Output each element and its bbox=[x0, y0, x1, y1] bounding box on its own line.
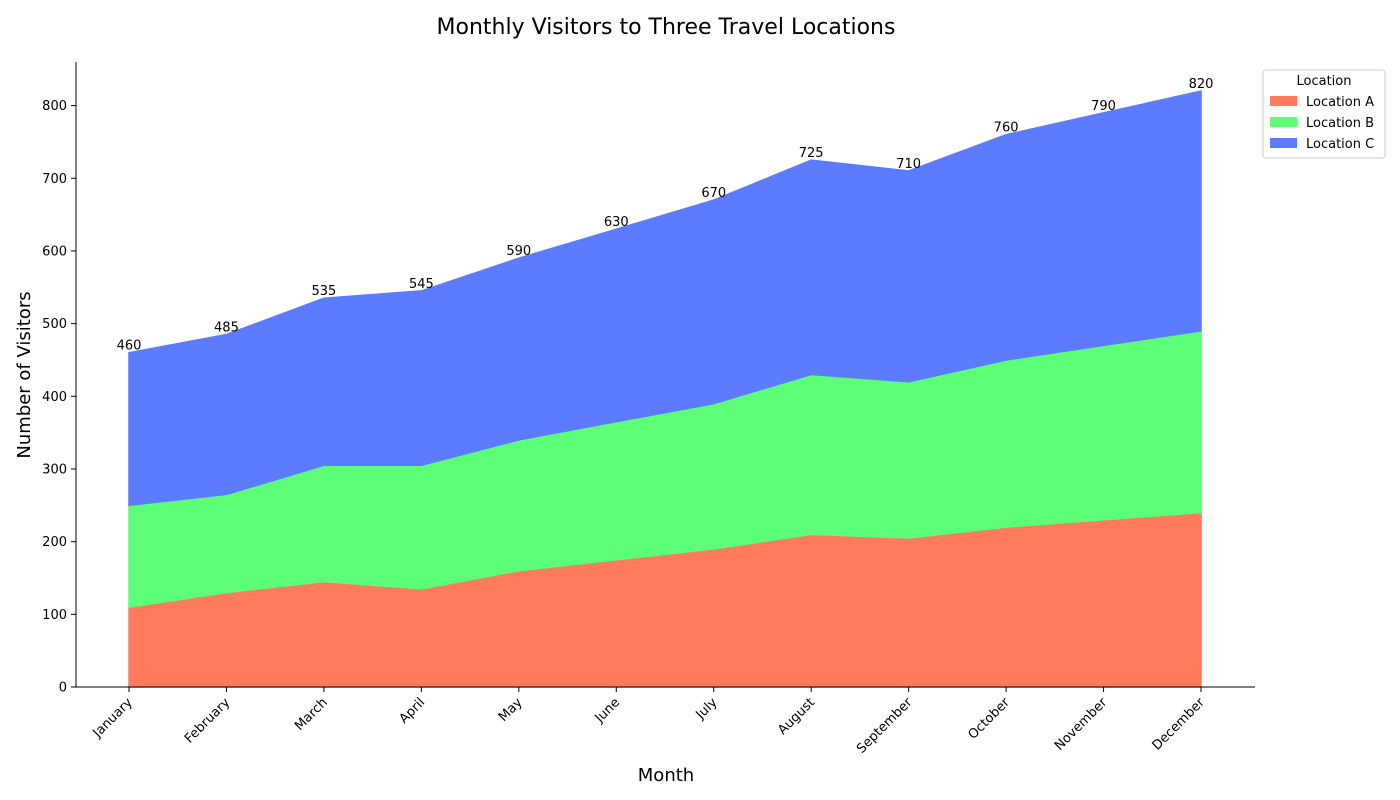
y-tick-label: 500 bbox=[42, 317, 67, 332]
total-label: 485 bbox=[214, 321, 239, 336]
x-tick-label: June bbox=[592, 695, 623, 726]
y-ticks: 0 100 200 300 400 500 600 700 800 bbox=[42, 99, 76, 696]
total-label: 670 bbox=[701, 186, 726, 201]
x-tick-label: March bbox=[292, 695, 331, 734]
chart-title: Monthly Visitors to Three Travel Locatio… bbox=[437, 15, 896, 40]
y-tick-label: 800 bbox=[42, 99, 67, 114]
x-tick-label: February bbox=[182, 695, 234, 747]
x-tick-label: January bbox=[90, 695, 136, 741]
x-tick-label: October bbox=[966, 695, 1014, 743]
legend: Location Location A Location B Location C bbox=[1262, 69, 1386, 159]
legend-items: Location A Location B Location C bbox=[1270, 95, 1374, 152]
x-tick-label: April bbox=[397, 695, 429, 727]
area-layers bbox=[128, 90, 1202, 688]
area-series-location-c bbox=[128, 90, 1202, 507]
total-label: 590 bbox=[506, 244, 531, 259]
x-tick-label: August bbox=[775, 695, 818, 738]
x-tick-label: July bbox=[693, 695, 721, 723]
total-label: 725 bbox=[799, 146, 824, 161]
y-tick-label: 0 bbox=[59, 681, 67, 696]
legend-swatch bbox=[1270, 138, 1297, 148]
legend-label: Location A bbox=[1306, 95, 1374, 110]
total-labels: 460 485 535 545 590 630 670 725 710 760 790 820 bbox=[117, 77, 1214, 354]
legend-swatch bbox=[1270, 117, 1297, 127]
total-label: 630 bbox=[604, 215, 629, 230]
x-axis-label: Month bbox=[638, 765, 694, 786]
total-label: 460 bbox=[117, 339, 142, 354]
y-tick-label: 100 bbox=[42, 608, 67, 623]
x-tick-label: May bbox=[496, 695, 526, 725]
legend-frame bbox=[1262, 69, 1386, 159]
x-tick-label: November bbox=[1052, 695, 1111, 754]
total-label: 710 bbox=[896, 157, 921, 172]
y-tick-label: 400 bbox=[42, 390, 67, 405]
legend-title: Location bbox=[1297, 74, 1352, 89]
y-tick-label: 600 bbox=[42, 244, 67, 259]
y-tick-label: 300 bbox=[42, 462, 67, 477]
legend-swatch bbox=[1270, 96, 1297, 106]
x-tick-label: December bbox=[1150, 695, 1209, 754]
x-ticks: January February March April May June July Augu… bbox=[90, 687, 1209, 757]
y-tick-label: 200 bbox=[42, 535, 67, 550]
total-label: 790 bbox=[1091, 99, 1116, 114]
total-label: 820 bbox=[1189, 77, 1214, 92]
total-label: 760 bbox=[994, 121, 1019, 136]
x-tick-label: September bbox=[854, 695, 916, 757]
y-tick-label: 700 bbox=[42, 172, 67, 187]
legend-label: Location C bbox=[1306, 137, 1374, 152]
total-label: 535 bbox=[311, 284, 336, 299]
legend-label: Location B bbox=[1306, 116, 1374, 131]
total-label: 545 bbox=[409, 277, 434, 292]
axes bbox=[75, 62, 1255, 688]
y-axis-label: Number of Visitors bbox=[14, 291, 35, 458]
